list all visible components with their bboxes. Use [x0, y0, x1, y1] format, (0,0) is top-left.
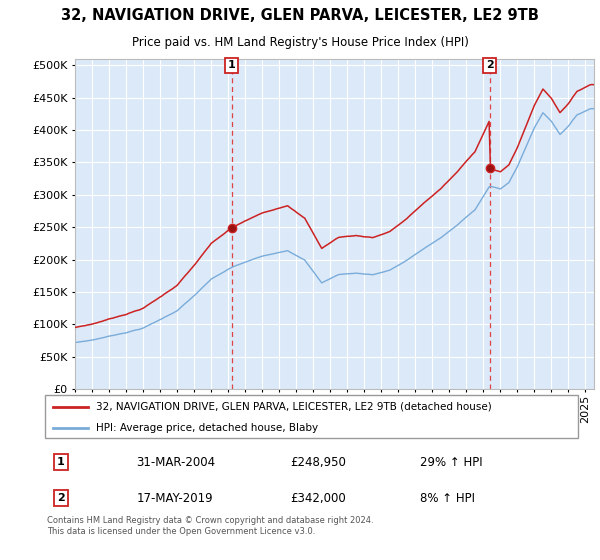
- Text: Contains HM Land Registry data © Crown copyright and database right 2024.
This d: Contains HM Land Registry data © Crown c…: [47, 516, 374, 536]
- Text: £342,000: £342,000: [290, 492, 346, 505]
- Text: 2: 2: [486, 60, 494, 71]
- Text: 1: 1: [228, 60, 236, 71]
- Text: 17-MAY-2019: 17-MAY-2019: [137, 492, 213, 505]
- Text: 2: 2: [57, 493, 65, 503]
- Text: 8% ↑ HPI: 8% ↑ HPI: [420, 492, 475, 505]
- Text: 31-MAR-2004: 31-MAR-2004: [137, 456, 215, 469]
- Text: HPI: Average price, detached house, Blaby: HPI: Average price, detached house, Blab…: [96, 423, 318, 433]
- FancyBboxPatch shape: [45, 395, 578, 438]
- Text: £248,950: £248,950: [290, 456, 346, 469]
- Text: 32, NAVIGATION DRIVE, GLEN PARVA, LEICESTER, LE2 9TB (detached house): 32, NAVIGATION DRIVE, GLEN PARVA, LEICES…: [96, 402, 492, 412]
- Text: 29% ↑ HPI: 29% ↑ HPI: [420, 456, 482, 469]
- Text: 1: 1: [57, 458, 65, 468]
- Text: 32, NAVIGATION DRIVE, GLEN PARVA, LEICESTER, LE2 9TB: 32, NAVIGATION DRIVE, GLEN PARVA, LEICES…: [61, 8, 539, 24]
- Text: Price paid vs. HM Land Registry's House Price Index (HPI): Price paid vs. HM Land Registry's House …: [131, 36, 469, 49]
